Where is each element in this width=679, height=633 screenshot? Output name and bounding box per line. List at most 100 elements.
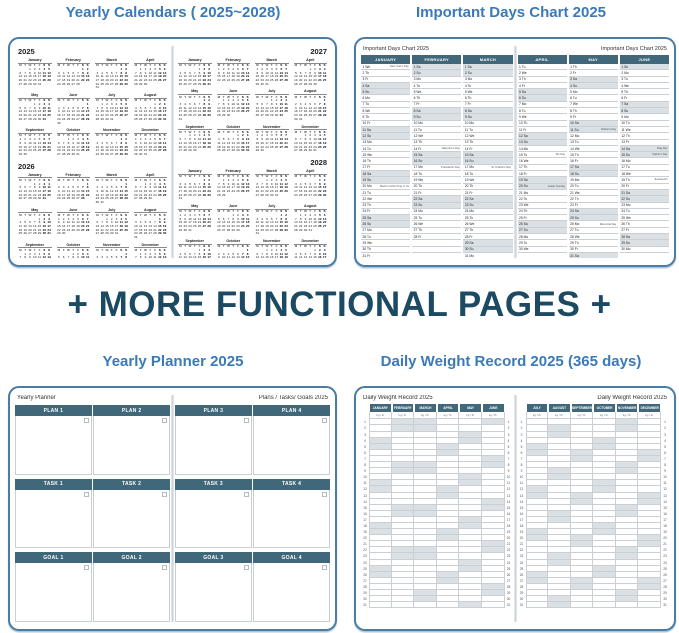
- day-number: 10: [61, 188, 66, 193]
- day-number: 12: [308, 105, 312, 110]
- day-row: 6 Tu: [568, 95, 618, 102]
- day-number: 2: [24, 137, 27, 142]
- weight-cell: [638, 516, 661, 523]
- day-number: 6: [246, 98, 249, 103]
- day-number: 14: [298, 140, 303, 145]
- day-number: 6: [149, 220, 152, 225]
- day-number: 25: [217, 148, 221, 153]
- day-number: 6: [158, 137, 161, 142]
- day-number: 20: [162, 74, 167, 79]
- day-number: 15: [143, 188, 148, 193]
- day-number: 29: [231, 227, 235, 232]
- day-number: 23: [183, 224, 187, 229]
- checkbox: [83, 491, 89, 497]
- weekday-letter: W: [303, 174, 307, 179]
- day-label: 21 Fr: [413, 190, 422, 195]
- book-spine: [171, 46, 174, 258]
- day-number: 10: [162, 105, 167, 110]
- day-number: 31: [100, 200, 104, 205]
- weekday-letter: S: [323, 244, 326, 249]
- weight-cell: [548, 602, 571, 609]
- day-number: 24: [313, 144, 317, 149]
- weight-cell: [525, 571, 549, 578]
- planner-block: PLAN 3: [175, 405, 252, 475]
- day-number: 21: [294, 224, 298, 229]
- day-number: 12: [265, 220, 269, 225]
- day-row: 9 Th: [361, 114, 411, 121]
- day-number: 3: [266, 133, 268, 138]
- day-label: 2 Su: [413, 70, 421, 75]
- day-number: 7: [241, 251, 244, 256]
- row-number-right: 29: [506, 591, 511, 595]
- day-number: 2: [203, 248, 206, 253]
- row-number-left: 12: [519, 487, 524, 492]
- weight-cell: [414, 596, 437, 603]
- weight-cell: [615, 462, 639, 469]
- day-number: 19: [241, 185, 245, 190]
- row-number-right: 25: [663, 566, 667, 571]
- mini-month-name: June: [56, 208, 90, 214]
- weight-cell: [570, 455, 594, 463]
- day-number: 5: [189, 102, 191, 106]
- day-row: 17 Fr: [361, 165, 411, 172]
- day-number: 30: [95, 200, 100, 205]
- weekday-letter: T: [270, 174, 273, 179]
- day-row: 16 Mo: [619, 158, 669, 165]
- day-number: 7: [309, 251, 312, 256]
- checkbox: [83, 418, 89, 423]
- weight-cell: [369, 425, 392, 432]
- weight-cell: [391, 529, 415, 536]
- day-number: 23: [42, 227, 47, 232]
- day-number: 29: [28, 81, 32, 86]
- weight-cell: [481, 437, 505, 444]
- day-number: 6: [222, 216, 225, 221]
- weight-cell: [593, 565, 616, 572]
- day-row: 20 Mo Martin Luther King Jr. Day: [361, 184, 411, 190]
- unit-label: kg / lb: [369, 412, 392, 420]
- weekday-letter: S: [246, 174, 249, 179]
- day-number: 26: [274, 78, 279, 82]
- weekday-letter: W: [188, 63, 192, 68]
- weekday-letter: T: [309, 129, 312, 134]
- weekday-letter: T: [299, 94, 302, 99]
- day-label: 28 We: [570, 234, 580, 239]
- day-label: 20 Su: [519, 184, 528, 189]
- row-number-left: 31: [519, 603, 524, 608]
- weekday-letter: F: [314, 244, 316, 249]
- day-number: 27: [162, 78, 167, 82]
- weekday-letter: S: [323, 174, 326, 179]
- day-number: 12: [158, 255, 162, 258]
- weekday-letter: T: [62, 133, 65, 138]
- day-number: 3: [62, 105, 65, 110]
- day-number: 29: [138, 81, 143, 86]
- day-label: 5 Sa: [519, 89, 526, 94]
- day-number: 13: [226, 140, 231, 145]
- weekday-letter: F: [115, 63, 118, 68]
- weekday-letter: S: [203, 63, 206, 68]
- day-number: 18: [61, 78, 66, 82]
- day-number: 31: [274, 192, 279, 197]
- weight-cell: [369, 468, 392, 475]
- day-row: 10 Tu: [619, 121, 669, 127]
- day-number: 6: [270, 216, 273, 221]
- weekday-letter: F: [275, 63, 278, 68]
- day-number: 27: [260, 113, 264, 118]
- day-number: 24: [95, 81, 100, 86]
- day-number: 16: [241, 140, 245, 145]
- day-number: 17: [313, 140, 317, 145]
- weekday-letter: W: [143, 248, 147, 253]
- day-number: 6: [227, 137, 230, 142]
- day-number: 20: [313, 109, 317, 114]
- day-label: 12 We: [464, 133, 475, 138]
- day-number: 27: [134, 196, 138, 201]
- day-row: 22 Sa: [412, 196, 462, 203]
- day-number: 26: [217, 227, 221, 232]
- day-label: 27 Fr: [621, 228, 630, 233]
- day-row: 26 Su: [361, 221, 411, 228]
- weekday-letter: T: [139, 177, 142, 182]
